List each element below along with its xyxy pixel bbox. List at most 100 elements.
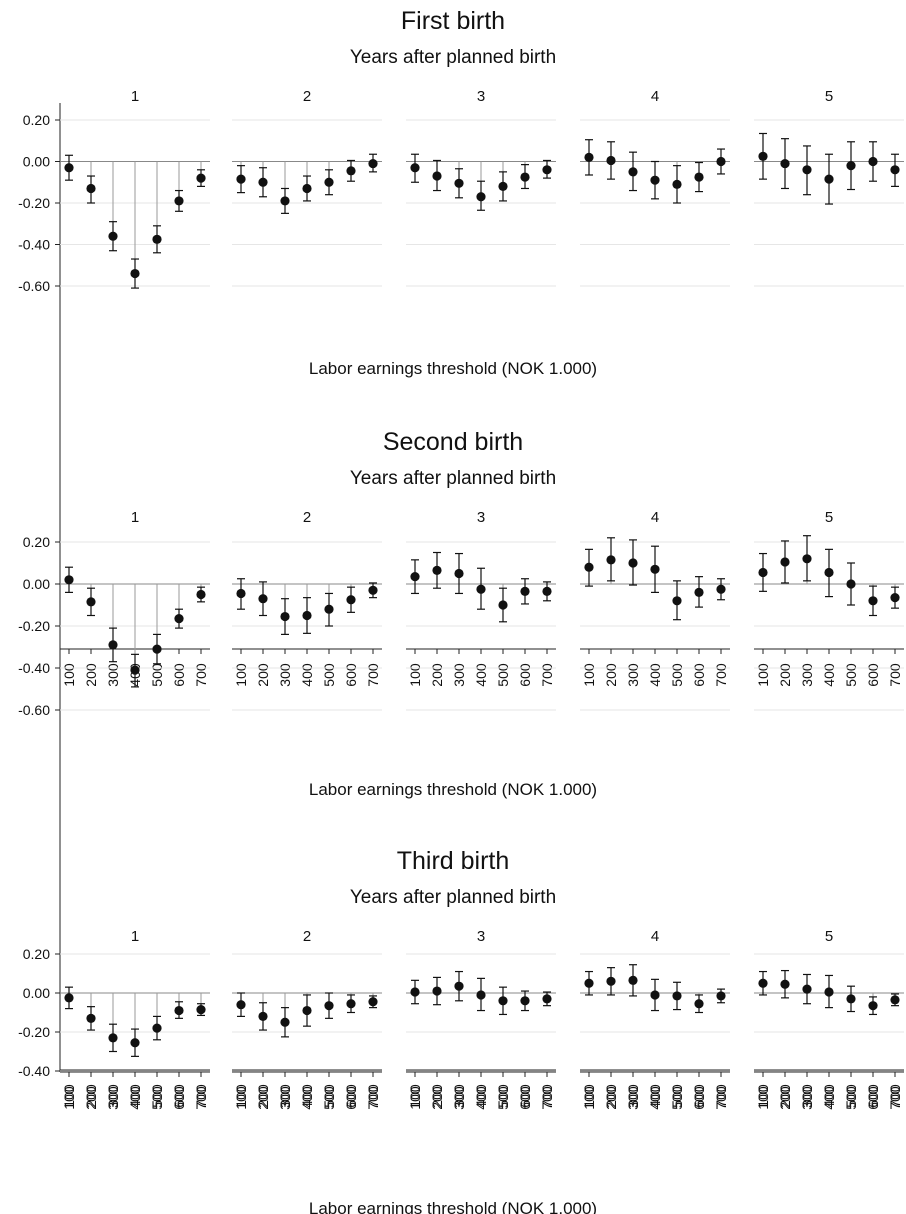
chart-2-panel-4-x-tick-label: 300: [625, 1084, 641, 1108]
chart-3-panel-1-x-tick-label: 400: [127, 1086, 143, 1110]
chart-2-panel-3-x-tick-label: 300: [451, 1084, 467, 1108]
chart-1-panel-4-point: [672, 179, 682, 189]
chart-1-panel-2-x-tick-label: 600: [343, 663, 359, 687]
chart-2-panel-3-label: 3: [477, 509, 485, 526]
chart-3-y-tick-label: -0.20: [18, 1024, 50, 1040]
chart-1-panel-5-x-tick-label: 500: [843, 663, 859, 687]
chart-3-panel-4-point: [628, 975, 638, 985]
chart-1-panel-4-point: [606, 155, 616, 166]
chart-2-title: Second birth: [383, 428, 523, 456]
chart-1-panel-5-x-tick-label: 600: [865, 663, 881, 687]
chart-2-panel-3-x-tick-label: 500: [495, 1084, 511, 1108]
chart-1-panel-1-x-tick-label: 600: [171, 663, 187, 687]
chart-2-panel-3-point: [476, 584, 486, 594]
chart-1-panel-4-label: 4: [651, 88, 659, 105]
chart-2-panel-1-point: [108, 640, 118, 650]
chart-3-panel-1-point: [108, 1033, 118, 1043]
chart-1-panel-5-x-tick-label: 700: [887, 663, 903, 687]
chart-1-panel-1-point: [86, 183, 96, 194]
chart-2-y-tick-label: 0.20: [23, 534, 50, 550]
chart-3-panel-1-x-tick-label: 700: [193, 1086, 209, 1110]
chart-3-panel-2-point: [236, 1000, 246, 1010]
chart-2-panel-1-x-tick-label: 600: [171, 1084, 187, 1108]
chart-3-panel-2-label: 2: [303, 928, 311, 945]
chart-3-panel-1-x-tick-label: 100: [61, 1086, 77, 1110]
chart-2-panel-1-x-tick-label: 700: [193, 1084, 209, 1108]
chart-3-panel-4-x-tick-label: 300: [625, 1086, 641, 1110]
chart-2-panel-3-x-tick-label: 200: [429, 1084, 445, 1108]
chart-1-panel-5-point: [846, 161, 856, 171]
chart-3-panel-3-x-tick-label: 500: [495, 1086, 511, 1110]
chart-2-panel-5-x-tick-label: 200: [777, 1084, 793, 1108]
chart-2-panel-2-x-tick-label: 700: [365, 1084, 381, 1108]
chart-2-panel-1-point: [64, 575, 74, 585]
chart-2-panel-5-point: [758, 567, 768, 578]
chart-2-y-tick-label: -0.20: [18, 618, 50, 634]
chart-1-panel-4-point: [716, 156, 726, 167]
chart-3-panel-1-x-tick-label: 600: [171, 1086, 187, 1110]
chart-2-panel-5-x-tick-label: 700: [887, 1084, 903, 1108]
chart-1-panel-1-label: 1: [131, 88, 139, 105]
chart-3-panel-1-point: [64, 993, 74, 1003]
chart-2-panel-3-point: [520, 586, 530, 596]
chart-2-panel-1-point: [130, 665, 140, 675]
chart-3-panel-5-x-tick-label: 400: [821, 1086, 837, 1110]
chart-1-title: First birth: [401, 7, 505, 35]
chart-1-panel-2-point: [324, 177, 334, 187]
chart-2-y-tick-label: 0.00: [23, 576, 50, 592]
chart-2-panel-5-point: [802, 554, 812, 564]
chart-3-x-axis-label: Labor earnings threshold (NOK 1.000): [309, 1199, 597, 1214]
chart-3-panel-2-point: [368, 997, 378, 1007]
chart-1-panel-5-x-tick-label: 300: [799, 663, 815, 687]
chart-3-panel-5-x-tick-label: 200: [777, 1086, 793, 1110]
chart-1-panel-4-x-tick-label: 100: [581, 663, 597, 687]
chart-2-panel-5-x-tick-label: 400: [821, 1084, 837, 1108]
chart-2-panel-2-x-tick-label: 200: [255, 1084, 271, 1108]
chart-1-panel-2-x-tick-label: 700: [365, 663, 381, 687]
chart-2-panel-2-point: [324, 604, 334, 614]
chart-3-panel-3-x-tick-label: 300: [451, 1086, 467, 1110]
chart-2-panel-1-x-tick-label: 100: [61, 1084, 77, 1108]
chart-1-panel-2-x-tick-label: 400: [299, 663, 315, 687]
chart-1-panel-4-x-tick-label: 500: [669, 663, 685, 687]
chart-3-panel-1-point: [196, 1004, 206, 1015]
chart-2-panel-4-x-tick-label: 400: [647, 1084, 663, 1108]
chart-2-panel-5-x-tick-label: 600: [865, 1084, 881, 1108]
chart-3-panel-5-x-tick-label: 500: [843, 1086, 859, 1110]
chart-1-panel-4-point: [694, 172, 704, 182]
chart-1-panel-4-point: [628, 167, 638, 177]
chart-3-panel-4-x-tick-label: 100: [581, 1086, 597, 1110]
chart-2-panel-3-x-tick-label: 700: [539, 1084, 555, 1108]
chart-1-panel-4-x-tick-label: 200: [603, 663, 619, 687]
chart-2-panel-2-point: [236, 588, 246, 599]
chart-3-panel-2-x-tick-label: 600: [343, 1086, 359, 1110]
chart-2-panel-3-x-tick-label: 100: [407, 1084, 423, 1108]
chart-2-panel-5-point: [868, 596, 878, 606]
chart-3-y-tick-label: -0.40: [18, 1063, 50, 1079]
chart-3-panel-4-point: [606, 976, 616, 986]
chart-1-panel-3-point: [520, 172, 530, 182]
chart-2-panel-2-x-tick-label: 100: [233, 1084, 249, 1108]
chart-3-panel-4-point: [584, 978, 594, 988]
chart-3-panel-2-x-tick-label: 700: [365, 1086, 381, 1110]
chart-1-y-tick-label: 0.00: [23, 154, 50, 170]
chart-2-panel-5-point: [824, 567, 834, 578]
chart-2-x-axis-label: Labor earnings threshold (NOK 1.000): [309, 780, 597, 799]
chart-2-panel-2-x-tick-label: 400: [299, 1084, 315, 1108]
chart-1-panel-2-point: [258, 177, 268, 187]
chart-1-panel-4-x-tick-label: 700: [713, 663, 729, 687]
chart-3-panel-2-x-tick-label: 400: [299, 1086, 315, 1110]
chart-1-panel-3-x-tick-label: 600: [517, 663, 533, 687]
chart-3-y-tick-label: 0.20: [23, 946, 50, 962]
chart-2-panel-1-x-tick-label: 200: [83, 1084, 99, 1108]
chart-1-panel-5-point: [890, 165, 900, 175]
chart-3-panel-3-x-tick-label: 200: [429, 1086, 445, 1110]
chart-1-panel-1-point: [196, 173, 206, 183]
chart-3-panel-3-point: [454, 981, 464, 991]
chart-3-panel-3-point: [476, 990, 486, 1000]
chart-2-panel-2-point: [368, 585, 378, 595]
chart-2-panel-4-point: [584, 562, 594, 572]
chart-3-panel-5-label: 5: [825, 928, 833, 945]
chart-2-panel-2-point: [346, 595, 356, 605]
chart-2-panel-2-point: [302, 610, 312, 621]
